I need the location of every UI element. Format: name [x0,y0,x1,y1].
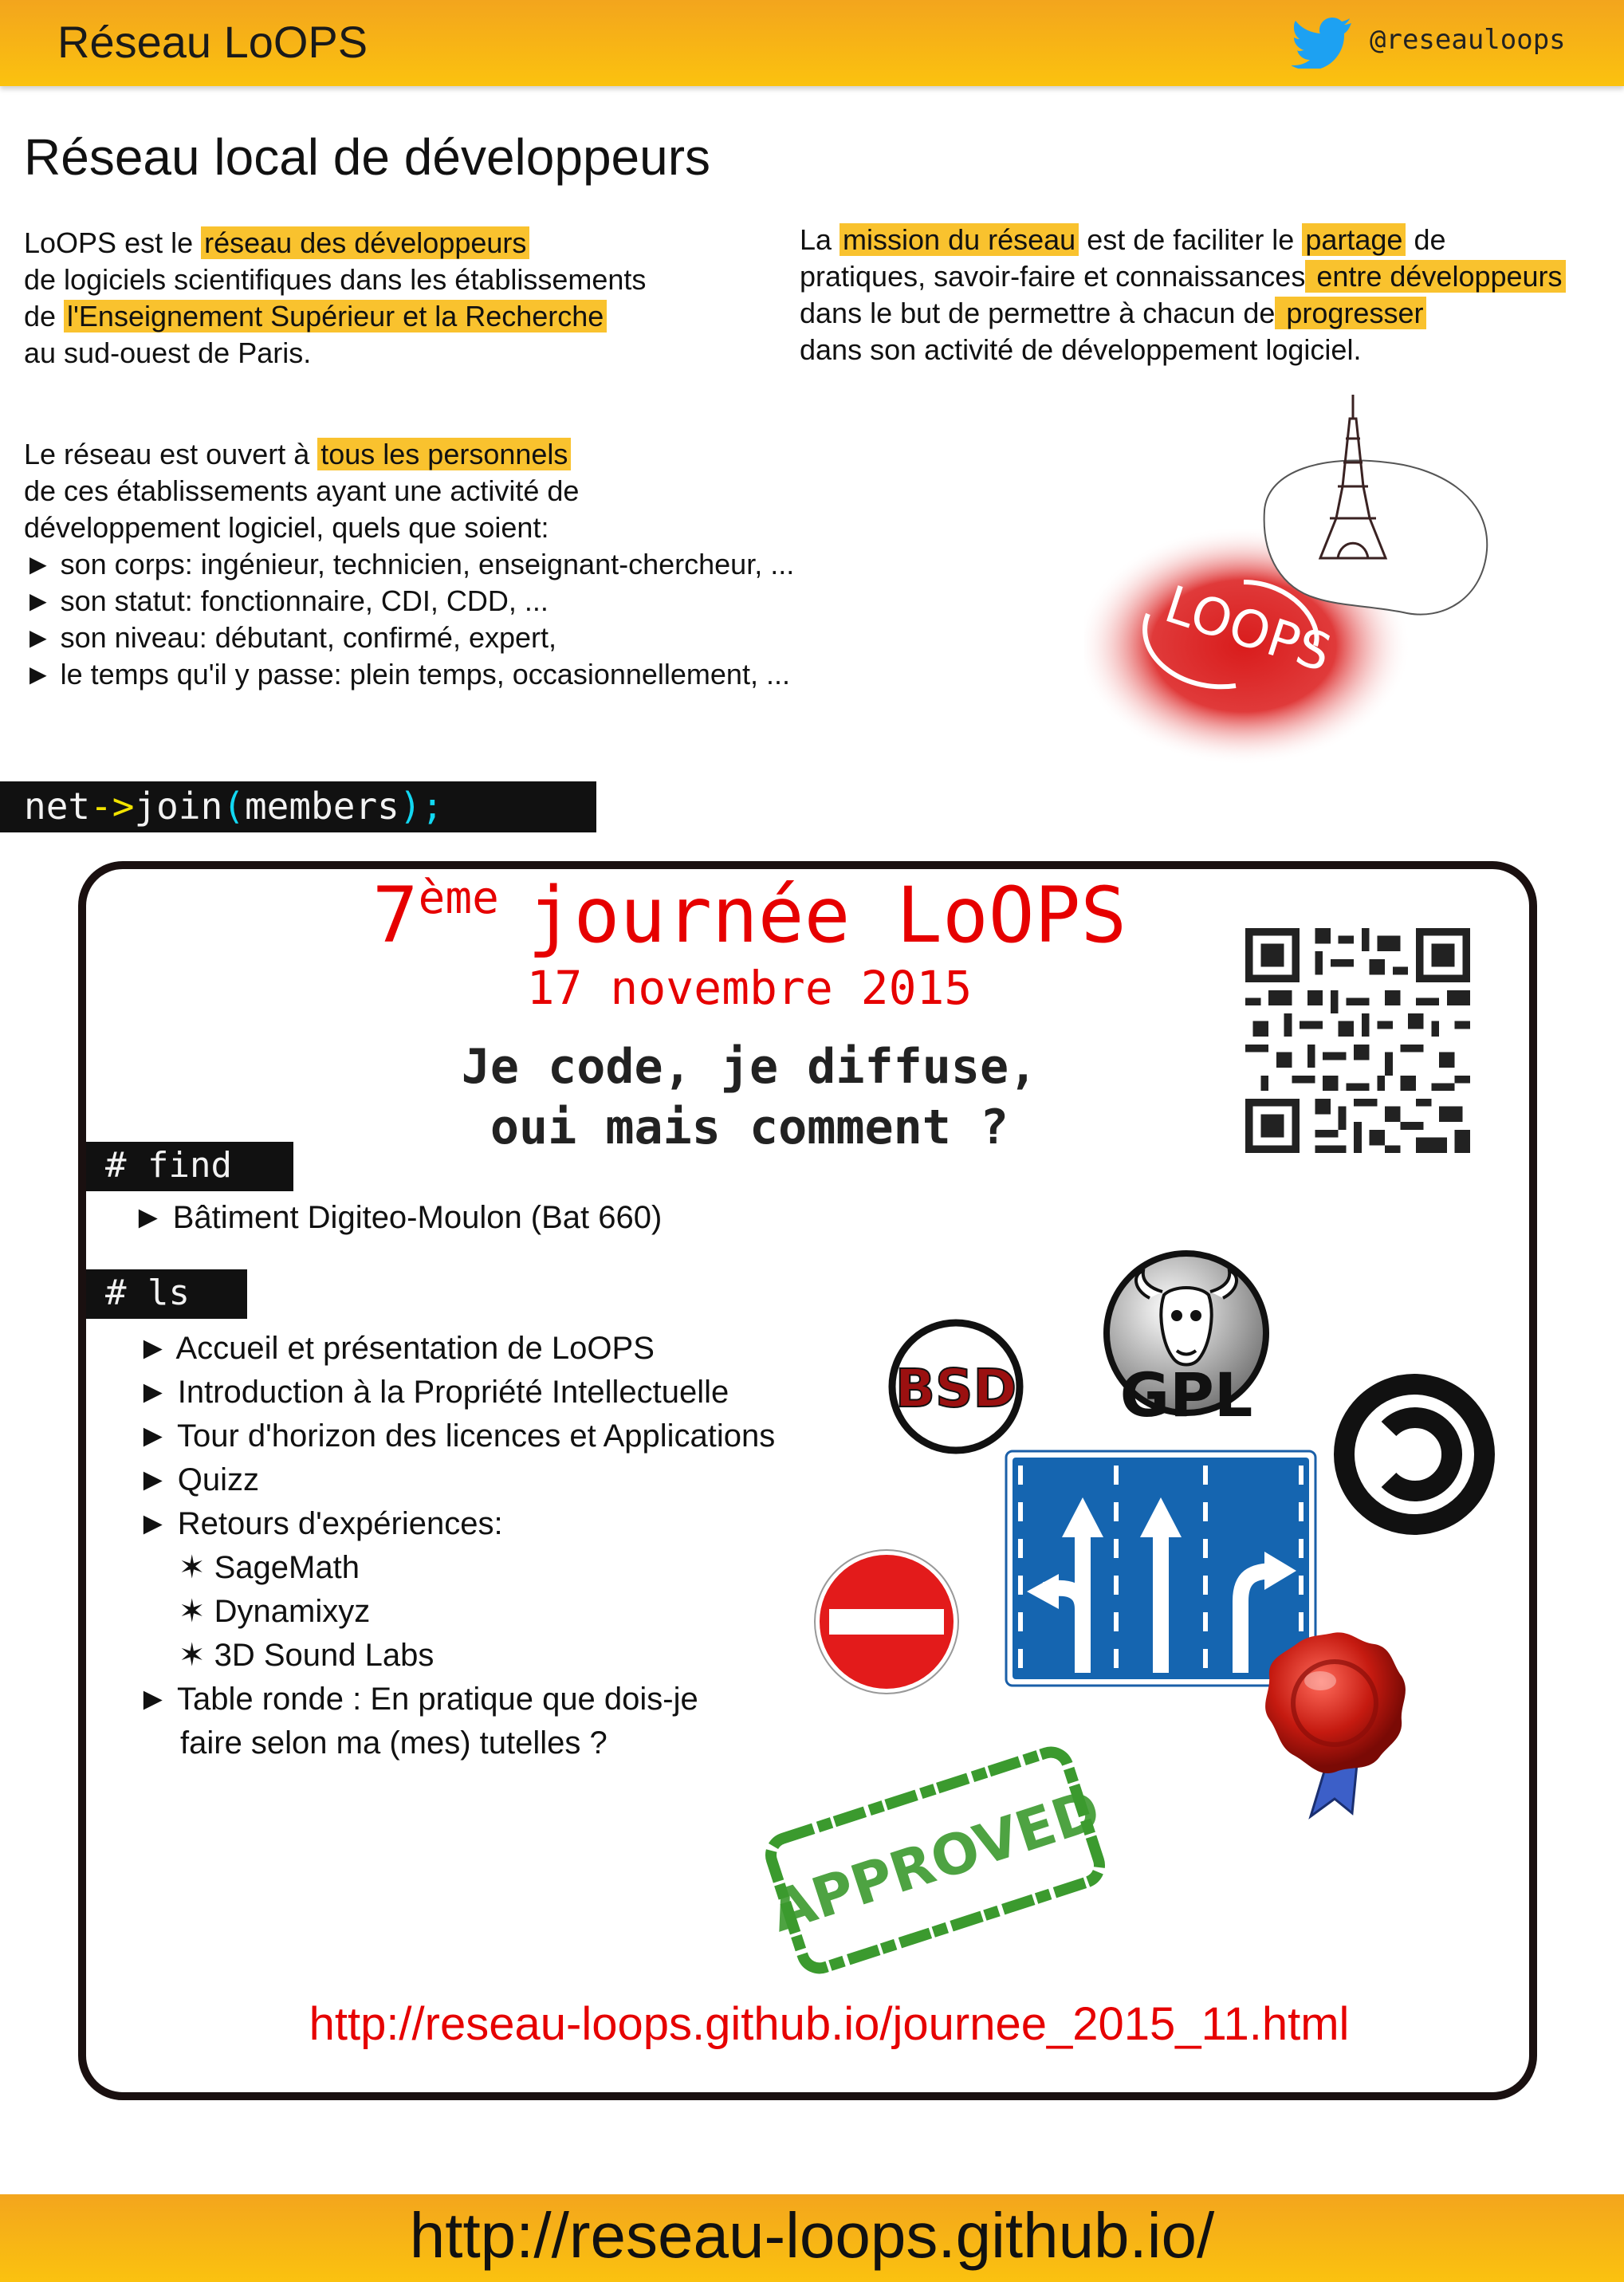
highlight-text: tous les personnels [317,438,572,470]
road-lanes-sign-icon [1005,1450,1317,1687]
gnu-head-icon [1134,1269,1238,1367]
approved-stamp-icon: APPROVED [763,1746,1108,1974]
approved-stamp-text: APPROVED [763,1777,1108,1945]
paris-region-outline [1263,459,1488,616]
agenda-list: ► Accueil et présentation de LoOPS ► Int… [137,1327,775,1765]
agenda-item: ► Retours d'expériences: [137,1506,503,1541]
event-url-link[interactable]: http://reseau-loops.github.io/journee_20… [309,1998,1350,2050]
intro-text: dans son activité de développement logic… [800,333,1362,366]
event-date: 17 novembre 2015 [526,961,973,1015]
twitter-bird-icon[interactable] [1292,16,1355,69]
eiffel-tower-icon [1318,395,1388,560]
qr-code-icon[interactable] [1245,928,1470,1153]
bullet-item: ► le temps qu'il y passe: plein temps, o… [24,658,790,691]
highlight-text: l'Enseignement Supérieur et la Recherche [64,300,608,332]
ls-tag-bar [86,1269,247,1319]
highlight-text: progresser [1275,297,1427,329]
bullet-item: ► son corps: ingénieur, technicien, ense… [24,548,795,580]
code-token: join [134,785,223,828]
find-tag-bar [86,1142,293,1191]
open-text: développement logiciel, quels que soient… [24,511,549,544]
wax-seal-icon [1265,1632,1406,1820]
code-bar [0,781,596,832]
event-title-number: 7 [372,871,419,960]
gnu-gpl-logo-icon: GPL [1103,1250,1269,1427]
intro-paragraph-right: La mission du réseau est de faciliter le… [800,222,1613,368]
loops-illustration: LOOPS [1084,395,1488,765]
code-token: -> [90,785,135,828]
intro-text: La [800,223,840,256]
bsd-logo-icon: BSD [888,1319,1024,1454]
intro-text: de logiciels scientifiques dans les étab… [24,263,647,296]
header-title: Réseau LoOPS [57,17,368,67]
location-item: ► Bâtiment Digiteo-Moulon (Bat 660) [132,1200,663,1235]
experience-item: ✶ Dynamixyz [179,1594,371,1629]
code-token: net [24,785,91,828]
intro-text: dans le but de permettre à chacun de [800,297,1276,329]
event-title: 7ème journée LoOPS [239,871,1260,960]
copyleft-icon [1334,1374,1495,1535]
code-token: ( [222,785,245,828]
bsd-logo-text: BSD [895,1358,1017,1419]
code-token: members [244,785,399,828]
footer-url-link[interactable]: http://reseau-loops.github.io/ [409,2200,1215,2271]
bullet-item: ► son statut: fonctionnaire, CDI, CDD, .… [24,584,549,617]
intro-text: de [24,300,65,332]
highlight-text: partage [1302,223,1406,256]
no-entry-sign-icon [814,1549,959,1694]
event-theme: Je code, je diffuse, oui mais comment ? [319,1037,1180,1158]
header-bar [0,0,1624,86]
highlight-text: entre développeurs [1305,260,1566,293]
highlight-text: réseau des développeurs [201,226,530,259]
intro-text: de [1406,223,1446,256]
intro-paragraph-left: LoOPS est le réseau des développeurs de … [24,225,789,372]
page-title: Réseau local de développeurs [24,128,711,186]
footer-bar [0,2194,1624,2282]
event-theme-line: oui mais comment ? [490,1100,1009,1155]
highlight-text: mission du réseau [840,223,1079,256]
agenda-item: ► Introduction à la Propriété Intellectu… [137,1375,729,1410]
event-title-superscript: ème [418,872,499,924]
ls-tag-label: # ls [105,1273,190,1313]
open-text: Le réseau est ouvert à [24,438,318,470]
code-token: ); [399,785,444,828]
open-paragraph: Le réseau est ouvert à tous les personne… [24,436,877,693]
agenda-item: ► Tour d'horizon des licences et Applica… [137,1418,776,1454]
agenda-item-continuation: faire selon ma (mes) tutelles ? [180,1725,608,1761]
bullet-item: ► son niveau: débutant, confirmé, expert… [24,621,557,654]
agenda-item: ► Table ronde : En pratique que dois-je [137,1682,698,1717]
intro-text: pratiques, savoir-faire et connaissances [800,260,1306,293]
agenda-item: ► Accueil et présentation de LoOPS [137,1331,655,1366]
find-tag-label: # find [105,1145,232,1186]
intro-text: LoOPS est le [24,226,202,259]
agenda-item: ► Quizz [137,1462,259,1497]
intro-text: est de faciliter le [1079,223,1303,256]
code-line: net->join(members); [24,785,443,828]
open-text: de ces établissements ayant une activité… [24,474,580,507]
event-title-text: journée LoOPS [527,871,1127,960]
gpl-logo-text: GPL [1120,1359,1253,1427]
twitter-handle[interactable]: @reseauloops [1370,24,1566,56]
event-theme-line: Je code, je diffuse, [461,1039,1038,1095]
intro-text: au sud-ouest de Paris. [24,336,312,369]
experience-item: ✶ 3D Sound Labs [179,1638,435,1673]
experience-item: ✶ SageMath [179,1550,360,1585]
